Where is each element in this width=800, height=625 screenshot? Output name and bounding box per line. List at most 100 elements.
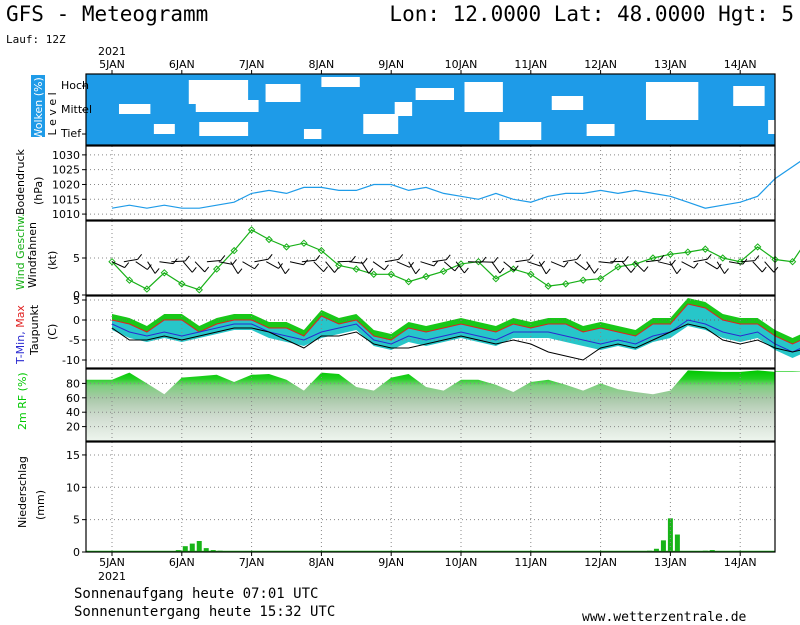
wind-barb-flag: [334, 267, 339, 273]
wind-barb: [740, 260, 755, 263]
wind-barb-flag: [220, 255, 226, 261]
panel-frame-precip: [85, 441, 776, 553]
panel-frame-clouds: [85, 73, 776, 146]
wind-barb: [752, 261, 763, 273]
rh-area: [86, 370, 800, 441]
pressure-tick-label: 1010: [52, 208, 80, 221]
pressure-series-line: [111, 160, 800, 209]
wind-barb-flag: [481, 256, 487, 263]
wind-barb-flag: [191, 267, 197, 273]
wind-barb: [562, 258, 577, 263]
precip-tick-label: 10: [66, 481, 80, 494]
precip-bar: [653, 548, 659, 552]
sunset-text: Sonnenuntergang heute 15:32 UTC: [74, 604, 336, 620]
wind-barb: [194, 261, 206, 273]
wind-speed-point: [544, 282, 552, 290]
wind-speed-point: [474, 257, 483, 266]
wind-barb-flag: [368, 268, 374, 274]
wind-barb-flag: [315, 254, 321, 261]
x-tick-label-top: 12JAN: [584, 58, 617, 71]
precip-bar: [660, 540, 666, 552]
wind-barb-flag: [184, 255, 190, 262]
website-link[interactable]: www.wetterzentrale.de: [582, 610, 747, 625]
wind-ylabel2: Windfahnen: [26, 222, 39, 288]
temp-ylabel: T-Min, Max: [14, 305, 27, 365]
clouds-level-label: L e v e l: [46, 92, 59, 135]
wind-barb-flag: [513, 265, 519, 272]
cloud-gap: [363, 114, 399, 134]
cloud-gap: [153, 124, 175, 134]
wind-barb: [384, 258, 399, 263]
wind-speed-point: [317, 246, 326, 255]
clouds-ylabel: Wolken (%): [32, 77, 45, 139]
wind-barb: [372, 261, 385, 271]
wind-barb-flag: [146, 264, 152, 270]
wind-barb-flag: [724, 268, 729, 274]
wind-barb: [242, 261, 255, 270]
wind-speed-point: [614, 263, 622, 271]
precip-tick-label: 0: [73, 546, 80, 559]
wind-barb: [728, 261, 743, 265]
wind-speed-point: [736, 257, 744, 266]
cloud-gap: [415, 88, 455, 100]
wind-barb: [550, 261, 565, 268]
wind-barb-flag: [761, 266, 767, 273]
wind-barb-flag: [643, 266, 649, 272]
precip-bar: [674, 534, 680, 552]
panel-frame-pressure: [85, 145, 776, 221]
wind-barb-flag: [676, 268, 682, 275]
x-tick-label-bottom: 9JAN: [378, 556, 404, 569]
clouds-ylabel-bg: [31, 75, 45, 137]
rh-tick-label: 20: [66, 421, 80, 434]
pressure-ylabel: Bodendruck: [14, 148, 27, 215]
wind-barb: [443, 261, 456, 272]
cloud-gap: [551, 96, 584, 110]
wind-speed-point: [265, 235, 273, 244]
wind-unit: (kt): [46, 251, 59, 270]
wind-barb: [301, 259, 316, 263]
pressure-tick-label: 1030: [52, 149, 80, 162]
wind-barb-flag: [284, 268, 290, 275]
wind-barb: [218, 261, 233, 265]
precip-bar: [203, 548, 209, 552]
sunrise-text: Sonnenaufgang heute 07:01 UTC: [74, 586, 319, 602]
cloud-gap: [195, 100, 259, 112]
x-tick-label-bottom: 10JAN: [445, 556, 478, 569]
wind-speed-point: [212, 265, 221, 273]
wind-barb: [408, 261, 417, 275]
tmin-area: [112, 304, 800, 358]
rh-tick-label: 40: [66, 406, 80, 419]
wind-barb: [705, 261, 718, 270]
x-tick-label-bottom: 6JAN: [169, 556, 195, 569]
wind-speed-point: [527, 270, 535, 278]
wind-speed-point: [701, 245, 710, 253]
wind-speed-point: [684, 248, 692, 256]
wind-speed-point: [195, 286, 203, 294]
tmax-area: [112, 298, 800, 344]
wind-barb: [491, 261, 501, 274]
wind-speed-point: [422, 272, 430, 281]
wind-barb: [432, 259, 447, 263]
x-tick-label-top: 10JAN: [445, 58, 478, 71]
wind-barb-flag: [716, 263, 722, 270]
wind-barb: [598, 261, 613, 264]
precip-ylabel: Niederschlag: [16, 456, 29, 528]
wind-barb: [503, 261, 515, 272]
wind-barb-flag: [463, 267, 469, 274]
wind-speed-point: [579, 276, 587, 284]
wind-barb: [289, 261, 304, 266]
wind-speed-point: [631, 260, 640, 268]
wind-barb: [266, 261, 279, 269]
wind-speed-point: [335, 261, 343, 270]
tmin-line: [111, 319, 800, 353]
precip-tick-label: 15: [66, 449, 80, 462]
wind-speed-line: [111, 229, 800, 291]
wind-barb: [337, 260, 352, 263]
wind-barb-flag: [563, 261, 569, 268]
wind-barb: [182, 261, 193, 273]
x-tick-label-top: 6JAN: [169, 58, 195, 71]
wind-barb-flag: [671, 259, 676, 266]
pressure-tick-label: 1020: [52, 178, 80, 191]
